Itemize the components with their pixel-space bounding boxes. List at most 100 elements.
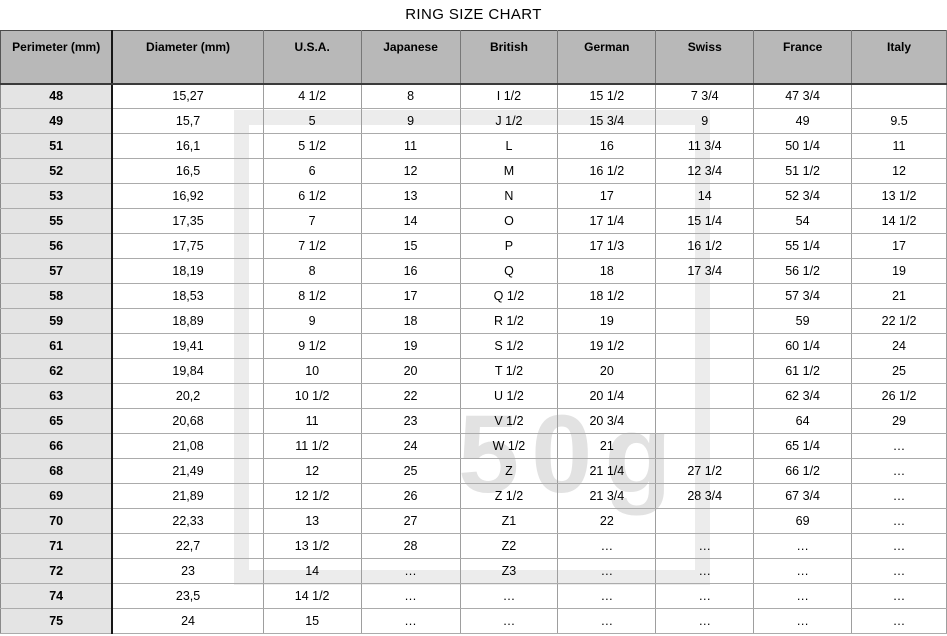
row-header-cell: 72 bbox=[0, 558, 114, 584]
data-cell: 15 1/2 bbox=[557, 83, 657, 109]
data-cell: 16 1/2 bbox=[557, 158, 657, 184]
data-cell: … bbox=[851, 608, 947, 634]
data-cell: 11 1/2 bbox=[263, 433, 362, 459]
data-cell: 7 bbox=[263, 208, 362, 234]
data-cell: 28 3/4 bbox=[655, 483, 755, 509]
data-cell: 20,68 bbox=[112, 408, 264, 434]
data-cell bbox=[655, 508, 755, 534]
data-cell: S 1/2 bbox=[460, 333, 559, 359]
data-cell: 62 3/4 bbox=[753, 383, 853, 409]
data-cell: 65 1/4 bbox=[753, 433, 853, 459]
data-cell: 22,7 bbox=[112, 533, 264, 559]
table-row: 61 19,41 9 1/2 19 S 1/2 19 1/2 60 1/4 24 bbox=[0, 333, 947, 359]
data-cell: 51 1/2 bbox=[753, 158, 853, 184]
data-cell: 14 bbox=[263, 558, 362, 584]
data-cell bbox=[655, 383, 755, 409]
data-cell: 21,49 bbox=[112, 458, 264, 484]
table-row: 75 24 15……………… bbox=[0, 608, 947, 634]
column-header-france: France bbox=[753, 30, 853, 85]
data-cell: 52 3/4 bbox=[753, 183, 853, 209]
row-header-cell: 70 bbox=[0, 508, 114, 534]
data-cell: … bbox=[361, 583, 461, 609]
data-cell: 11 3/4 bbox=[655, 133, 755, 159]
data-cell: 25 bbox=[361, 458, 461, 484]
data-cell: 20 3/4 bbox=[557, 408, 657, 434]
data-cell: W 1/2 bbox=[460, 433, 559, 459]
data-cell: 15 bbox=[361, 233, 461, 259]
data-cell: 19 1/2 bbox=[557, 333, 657, 359]
data-cell: 20 bbox=[557, 358, 657, 384]
data-cell: … bbox=[557, 558, 657, 584]
data-cell: 17 1/3 bbox=[557, 233, 657, 259]
data-cell: … bbox=[851, 533, 947, 559]
table-row: 48 15,27 4 1/2 8 I 1/2 15 1/2 7 3/4 47 3/4 bbox=[0, 83, 947, 109]
data-cell: 16 1/2 bbox=[655, 233, 755, 259]
data-cell: 59 bbox=[753, 308, 853, 334]
table-row: 74 23,5 14 1/2……………… bbox=[0, 583, 947, 609]
data-cell: 14 bbox=[361, 208, 461, 234]
data-cell: 7 3/4 bbox=[655, 83, 755, 109]
data-cell: 15,27 bbox=[112, 83, 264, 109]
table-row: 69 21,89 12 1/2 26 Z 1/2 21 3/4 28 3/4 67 3/4… bbox=[0, 483, 947, 509]
data-cell: … bbox=[753, 583, 853, 609]
data-cell bbox=[655, 358, 755, 384]
data-cell: 17 bbox=[557, 183, 657, 209]
data-cell: 28 bbox=[361, 533, 461, 559]
data-cell: 16 bbox=[557, 133, 657, 159]
table-row: 70 22,33 13 27 Z1 22 69… bbox=[0, 508, 947, 534]
column-header-swiss: Swiss bbox=[655, 30, 755, 85]
data-cell: … bbox=[655, 608, 755, 634]
table-row: 53 16,92 6 1/2 13 N 17 14 52 3/4 13 1/2 bbox=[0, 183, 947, 209]
data-cell: 19 bbox=[557, 308, 657, 334]
column-header-perimeter-mm: Perimeter (mm) bbox=[0, 30, 114, 85]
data-cell: Q 1/2 bbox=[460, 283, 559, 309]
data-cell: 55 1/4 bbox=[753, 233, 853, 259]
data-cell: 9 bbox=[655, 108, 755, 134]
row-header-cell: 52 bbox=[0, 158, 114, 184]
row-header-cell: 68 bbox=[0, 458, 114, 484]
table-row: 68 21,49 12 25 Z 21 1/4 27 1/2 66 1/2… bbox=[0, 458, 947, 484]
data-cell: 25 bbox=[851, 358, 947, 384]
data-cell: … bbox=[753, 608, 853, 634]
row-header-cell: 61 bbox=[0, 333, 114, 359]
data-cell: 17 bbox=[361, 283, 461, 309]
data-cell: O bbox=[460, 208, 559, 234]
data-cell: 8 bbox=[263, 258, 362, 284]
data-cell: 22,33 bbox=[112, 508, 264, 534]
data-cell: … bbox=[851, 483, 947, 509]
row-header-cell: 59 bbox=[0, 308, 114, 334]
row-header-cell: 55 bbox=[0, 208, 114, 234]
row-header-cell: 53 bbox=[0, 183, 114, 209]
table-row: 52 16,5 6 12 M 16 1/2 12 3/4 51 1/2 12 bbox=[0, 158, 947, 184]
data-cell: Z1 bbox=[460, 508, 559, 534]
data-cell: 67 3/4 bbox=[753, 483, 853, 509]
data-cell: 15 1/4 bbox=[655, 208, 755, 234]
data-cell: 66 1/2 bbox=[753, 458, 853, 484]
data-cell: 18,89 bbox=[112, 308, 264, 334]
table-row: 65 20,68 11 23 V 1/2 20 3/4 64 29 bbox=[0, 408, 947, 434]
data-cell: 5 bbox=[263, 108, 362, 134]
row-header-cell: 56 bbox=[0, 233, 114, 259]
data-cell: 12 bbox=[361, 158, 461, 184]
data-cell: 21 3/4 bbox=[557, 483, 657, 509]
data-cell: 18 bbox=[361, 308, 461, 334]
data-cell: Z2 bbox=[460, 533, 559, 559]
data-cell bbox=[655, 333, 755, 359]
column-header-german: German bbox=[557, 30, 657, 85]
data-cell: 21 1/4 bbox=[557, 458, 657, 484]
data-cell: 21 bbox=[851, 283, 947, 309]
data-cell: 15 bbox=[263, 608, 362, 634]
data-cell: … bbox=[655, 558, 755, 584]
data-cell: 22 1/2 bbox=[851, 308, 947, 334]
data-cell bbox=[655, 433, 755, 459]
row-header-cell: 62 bbox=[0, 358, 114, 384]
data-cell: 6 1/2 bbox=[263, 183, 362, 209]
data-cell bbox=[655, 408, 755, 434]
data-cell: 20 bbox=[361, 358, 461, 384]
data-cell: Z bbox=[460, 458, 559, 484]
data-cell bbox=[851, 83, 947, 109]
row-header-cell: 75 bbox=[0, 608, 114, 634]
data-cell: V 1/2 bbox=[460, 408, 559, 434]
data-cell: 19 bbox=[851, 258, 947, 284]
row-header-cell: 65 bbox=[0, 408, 114, 434]
